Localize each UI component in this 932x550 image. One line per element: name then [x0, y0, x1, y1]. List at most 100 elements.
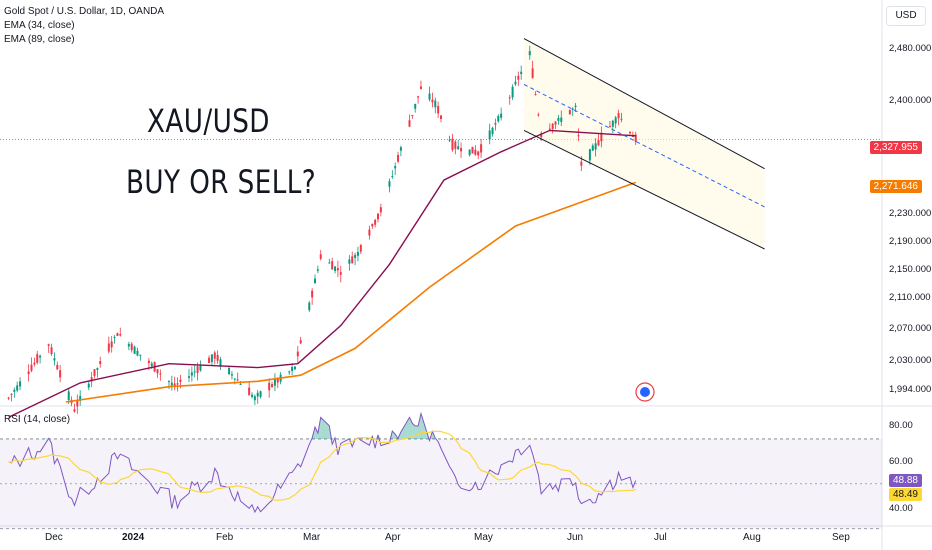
candle-body	[233, 378, 236, 380]
candle-body	[159, 373, 162, 375]
candle-body	[494, 123, 497, 125]
candle-body	[500, 113, 503, 118]
ema34-legend[interactable]: EMA (34, close)	[4, 20, 75, 31]
candle-body	[276, 378, 279, 383]
candle-body	[67, 391, 70, 401]
channel-fill	[524, 38, 765, 249]
candle-body	[597, 140, 600, 146]
candle-body	[39, 355, 42, 358]
candle-body	[339, 272, 342, 275]
candle-body	[391, 176, 394, 178]
candle-body	[236, 379, 239, 381]
time-tick-aug: Aug	[743, 532, 761, 543]
candle-body	[268, 382, 271, 391]
candle-body	[30, 364, 33, 371]
candle-body	[517, 75, 520, 80]
candle-body	[431, 99, 434, 103]
candle-body	[359, 245, 362, 252]
candle-body	[176, 383, 179, 385]
candle-body	[50, 347, 53, 355]
candle-body	[520, 71, 523, 75]
candle-body	[477, 151, 480, 156]
candle-body	[13, 389, 16, 392]
candle-body	[491, 127, 494, 135]
candle-body	[93, 369, 96, 376]
candle-body	[397, 154, 400, 162]
candle-body	[414, 103, 417, 109]
candle-body	[594, 143, 597, 150]
overlay-title: XAU/USD	[147, 102, 270, 140]
overlay-question: BUY OR SELL?	[126, 163, 317, 201]
price-tick-2400: 2,400.000	[889, 95, 932, 106]
candle-body	[588, 149, 591, 161]
rsi-overbought-fill	[392, 430, 396, 439]
candle-body	[488, 130, 491, 140]
candle-body	[288, 371, 291, 373]
candle-body	[208, 357, 211, 363]
candle-body	[631, 136, 634, 138]
candle-body	[10, 393, 13, 395]
event-flag-icon-inner	[640, 387, 650, 397]
candle-body	[96, 368, 99, 370]
candle-body	[600, 132, 603, 142]
price-tick-2150: 2,150.000	[889, 264, 932, 275]
candle-body	[568, 109, 571, 115]
rsi-overbought-fill	[335, 437, 338, 439]
candle-body	[611, 120, 614, 127]
candle-body	[474, 149, 477, 155]
ema89-line	[65, 181, 636, 403]
candle-body	[230, 374, 233, 376]
candle-body	[417, 96, 420, 98]
candle-body	[27, 371, 30, 375]
candle-body	[299, 340, 302, 344]
candle-body	[179, 379, 182, 382]
time-tick-mar: Mar	[303, 532, 321, 543]
candle-body	[348, 259, 351, 264]
candle-body	[79, 395, 82, 401]
price-tick-2230: 2,230.000	[889, 208, 932, 219]
candle-body	[173, 383, 176, 388]
candle-body	[560, 117, 563, 122]
candle-body	[451, 138, 454, 150]
candle-body	[480, 144, 483, 153]
candle-body	[33, 362, 36, 365]
time-tick-2024: 2024	[122, 532, 145, 543]
candle-body	[334, 266, 337, 272]
rsi-tick-40: 40.00	[889, 503, 913, 514]
candle-body	[99, 361, 102, 365]
rsi-legend[interactable]: RSI (14, close)	[4, 414, 71, 425]
candle-body	[457, 146, 460, 150]
symbol-title[interactable]: Gold Spot / U.S. Dollar, 1D, OANDA	[4, 6, 165, 17]
candle-body	[331, 261, 334, 270]
candle-body	[139, 354, 142, 356]
candle-body	[540, 133, 543, 138]
candle-body	[336, 268, 339, 271]
channel-middle-line	[523, 84, 765, 208]
candle-body	[554, 121, 557, 125]
candle-body	[571, 108, 574, 110]
candle-body	[388, 181, 391, 187]
candle-body	[437, 106, 440, 114]
candle-body	[377, 213, 379, 220]
candle-body	[127, 343, 130, 347]
candle-body	[136, 350, 139, 356]
price-tick-2480: 2,480.000	[889, 43, 932, 54]
candle-body	[73, 409, 76, 412]
candle-body	[448, 139, 451, 141]
candle-body	[411, 115, 414, 117]
price-tick-2030: 2,030.000	[889, 355, 932, 366]
ema89-legend[interactable]: EMA (89, close)	[4, 34, 75, 45]
currency-button[interactable]: USD	[886, 6, 926, 26]
candle-body	[354, 254, 357, 258]
candle-body	[557, 117, 560, 121]
rsi-overbought-fill	[40, 438, 49, 439]
time-tick-sep: Sep	[832, 532, 850, 543]
candle-body	[210, 354, 213, 363]
candle-body	[167, 381, 170, 383]
candle-body	[87, 383, 90, 388]
candle-body	[133, 346, 136, 354]
candle-body	[580, 161, 583, 166]
candle-body	[147, 360, 150, 364]
candle-body	[374, 219, 377, 225]
